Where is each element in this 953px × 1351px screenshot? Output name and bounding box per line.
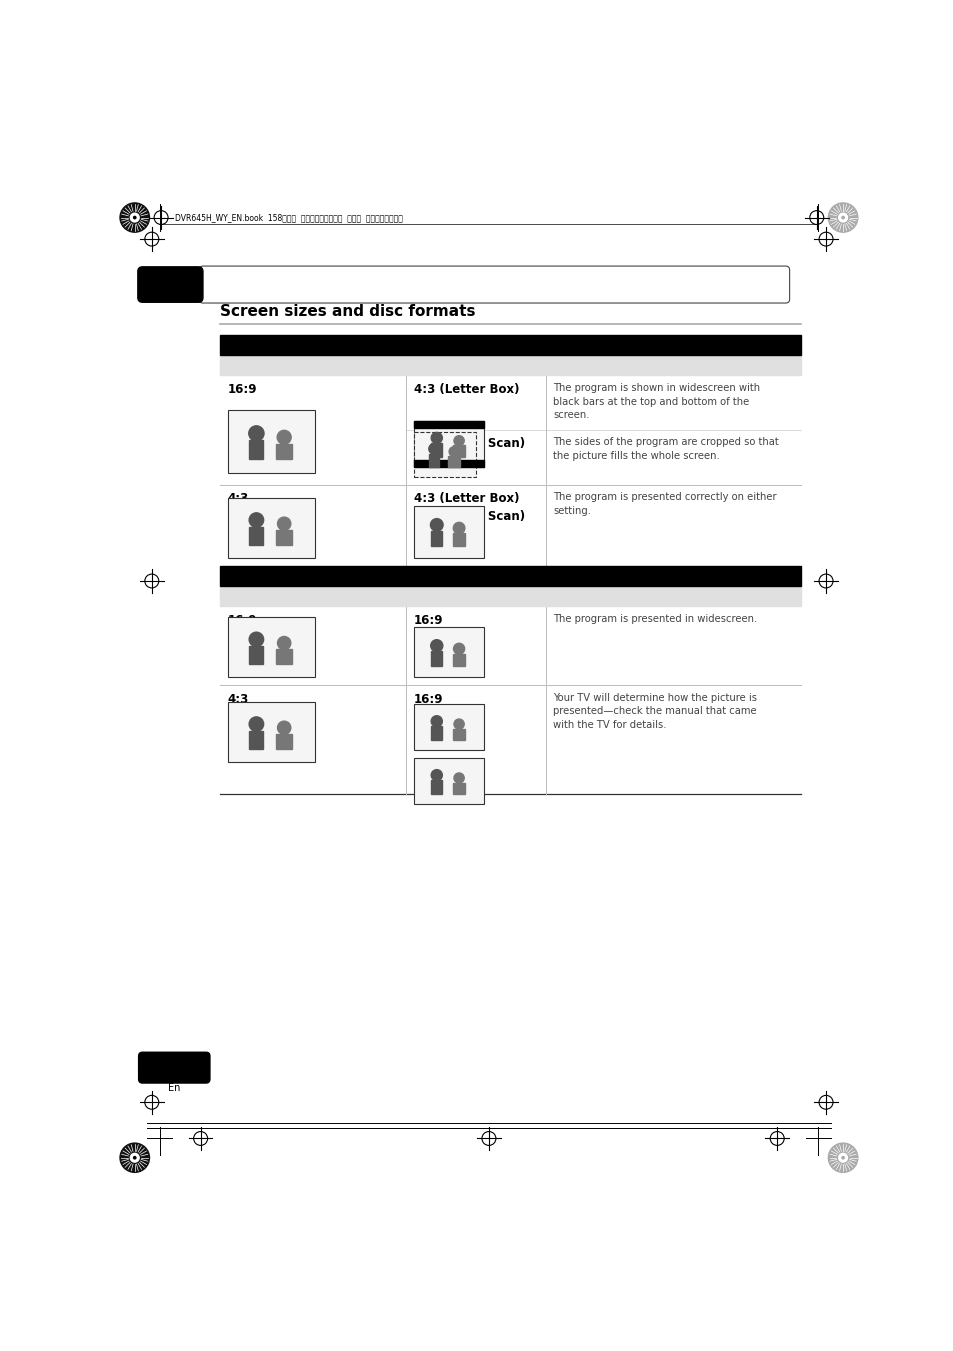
Bar [453, 654, 465, 666]
Text: 16:9: 16:9 [414, 615, 443, 627]
Circle shape [841, 1156, 843, 1159]
Bar [448, 457, 459, 467]
Circle shape [430, 639, 442, 651]
Text: The program is presented correctly on either
setting.: The program is presented correctly on ei… [553, 493, 776, 516]
Circle shape [453, 643, 464, 654]
Circle shape [131, 1154, 139, 1162]
Bar [431, 443, 442, 457]
Circle shape [428, 443, 439, 454]
Bar [414, 627, 483, 677]
Circle shape [454, 719, 464, 730]
Text: 16:9: 16:9 [228, 615, 257, 627]
Bar [249, 731, 263, 748]
Bar [414, 704, 483, 750]
Circle shape [133, 1156, 135, 1159]
Bar [276, 734, 292, 748]
Text: 16:9: 16:9 [414, 693, 443, 705]
Circle shape [249, 513, 263, 527]
Circle shape [277, 431, 291, 444]
Bar [414, 758, 483, 804]
FancyBboxPatch shape [199, 266, 789, 303]
Bar [276, 648, 292, 665]
Text: Setting: Setting [414, 590, 456, 601]
Text: When viewing on a standard TV or monitor: When viewing on a standard TV or monitor [228, 339, 496, 350]
Bar [453, 446, 465, 457]
Bar [431, 651, 442, 666]
Text: 4:3: 4:3 [228, 493, 249, 505]
Circle shape [277, 636, 291, 650]
Bar [453, 782, 465, 794]
Text: 4:3 (Letter Box)
4:3 (Pan & Scan): 4:3 (Letter Box) 4:3 (Pan & Scan) [414, 493, 524, 523]
Bar [453, 534, 465, 546]
Circle shape [249, 632, 263, 647]
Bar [431, 780, 442, 794]
Text: Screen format of disc: Screen format of disc [228, 359, 355, 370]
Bar [249, 527, 263, 544]
Text: Additional information: Additional information [216, 276, 428, 293]
Bar [220, 335, 801, 354]
Circle shape [249, 426, 264, 440]
Text: 4:3 (Pan & Scan): 4:3 (Pan & Scan) [414, 436, 524, 450]
Circle shape [277, 517, 291, 531]
Bar [228, 617, 314, 677]
Circle shape [133, 216, 135, 219]
Bar [220, 354, 801, 376]
Bar [414, 422, 483, 428]
Text: The program is presented in widescreen.: The program is presented in widescreen. [553, 615, 757, 624]
Circle shape [131, 213, 139, 222]
Text: En: En [168, 1084, 180, 1093]
Text: Screen format of disc: Screen format of disc [228, 590, 355, 601]
Circle shape [249, 717, 263, 731]
Circle shape [449, 447, 458, 457]
Circle shape [431, 716, 442, 727]
Bar [414, 461, 483, 467]
Circle shape [120, 1143, 150, 1173]
Circle shape [431, 432, 442, 443]
Circle shape [431, 770, 442, 781]
Bar [220, 566, 801, 585]
Circle shape [120, 203, 150, 232]
FancyBboxPatch shape [138, 1052, 210, 1084]
Text: 17: 17 [158, 276, 182, 293]
Bar [249, 440, 263, 459]
Bar [228, 703, 314, 762]
Circle shape [827, 203, 857, 232]
Bar [414, 505, 483, 558]
Text: The program is shown in widescreen with
black bars at the top and bottom of the
: The program is shown in widescreen with … [553, 384, 760, 420]
Bar [220, 585, 801, 607]
Text: 16:9: 16:9 [228, 384, 257, 396]
Circle shape [838, 213, 846, 222]
Circle shape [277, 721, 291, 735]
Bar [429, 454, 438, 467]
Text: Appearance: Appearance [553, 590, 623, 601]
Text: The sides of the program are cropped so that
the picture fills the whole screen.: The sides of the program are cropped so … [553, 436, 779, 461]
Bar [453, 728, 465, 740]
Bar [276, 443, 292, 459]
Bar [431, 727, 442, 740]
Circle shape [430, 519, 442, 531]
Circle shape [454, 435, 464, 446]
Bar [249, 646, 263, 665]
FancyBboxPatch shape [137, 267, 203, 303]
Bar [228, 497, 314, 558]
Text: 4:3: 4:3 [228, 693, 249, 705]
Circle shape [838, 1154, 846, 1162]
Bar [228, 411, 314, 473]
Text: 158: 158 [159, 1061, 189, 1074]
Text: Screen sizes and disc formats: Screen sizes and disc formats [220, 304, 475, 319]
Text: Setting: Setting [414, 359, 456, 370]
Bar [414, 422, 483, 467]
Text: Appearance: Appearance [553, 359, 623, 370]
Bar [431, 531, 442, 546]
Circle shape [841, 216, 843, 219]
Text: When viewing on a widescreen TV or monitor: When viewing on a widescreen TV or monit… [228, 570, 511, 581]
Bar [414, 432, 476, 477]
Bar [276, 530, 292, 544]
Circle shape [827, 1143, 857, 1173]
Circle shape [453, 523, 464, 534]
Text: 4:3 (Letter Box): 4:3 (Letter Box) [414, 384, 518, 396]
Circle shape [454, 773, 464, 784]
Text: Your TV will determine how the picture is
presented—check the manual that came
w: Your TV will determine how the picture i… [553, 693, 757, 730]
Text: DVR645H_WY_EN.book  158ページ  ２００６年７月５日  水曜日  午前１０時２５分: DVR645H_WY_EN.book 158ページ ２００６年７月５日 水曜日 … [174, 213, 402, 222]
